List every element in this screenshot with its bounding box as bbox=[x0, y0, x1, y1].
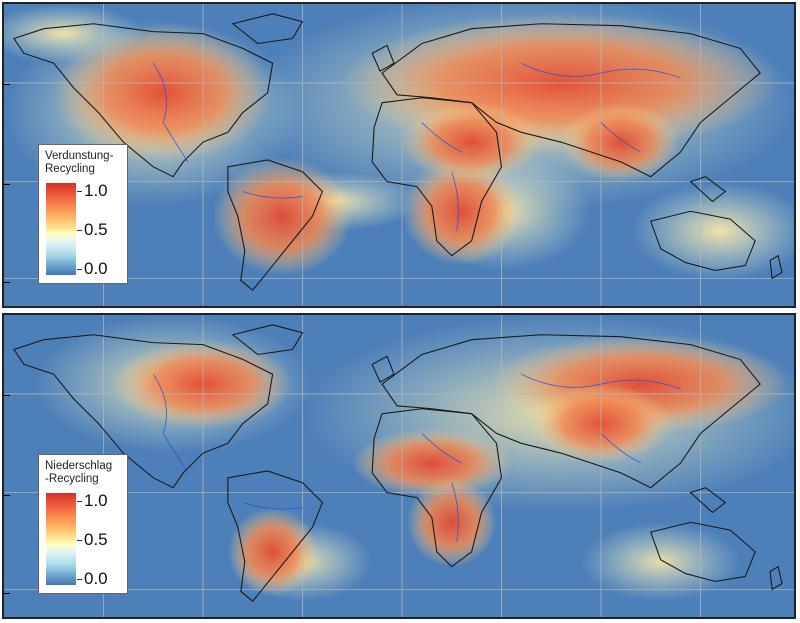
precipitation-recycling-map-panel: Niederschlag -Recycling 1.0 0.5 0.0 bbox=[2, 313, 796, 619]
world-map-evaporation bbox=[4, 4, 794, 306]
continent-outlines bbox=[13, 13, 783, 291]
continent-outlines bbox=[13, 324, 783, 602]
legend-max-label: 1.0 bbox=[84, 491, 108, 510]
legend-colorbar bbox=[46, 493, 76, 585]
legend-title: Niederschlag -Recycling bbox=[45, 460, 113, 485]
legend-max-label: 1.0 bbox=[84, 181, 108, 200]
legend-min-label: 0.0 bbox=[84, 569, 108, 588]
world-map-precipitation bbox=[4, 315, 794, 617]
precipitation-legend: Niederschlag -Recycling 1.0 0.5 0.0 bbox=[38, 454, 128, 594]
evaporation-recycling-map-panel: Verdunstung- Recycling 1.0 0.5 0.0 bbox=[2, 2, 796, 308]
graticule-lines bbox=[4, 4, 794, 306]
legend-title: Verdunstung- Recycling bbox=[45, 150, 114, 175]
legend-mid-label: 0.5 bbox=[84, 220, 108, 239]
legend-min-label: 0.0 bbox=[84, 259, 108, 278]
legend-mid-label: 0.5 bbox=[84, 530, 108, 549]
evaporation-legend: Verdunstung- Recycling 1.0 0.5 0.0 bbox=[38, 144, 128, 284]
river-lines bbox=[152, 62, 681, 232]
legend-colorbar bbox=[46, 183, 76, 275]
river-lines bbox=[152, 373, 681, 543]
